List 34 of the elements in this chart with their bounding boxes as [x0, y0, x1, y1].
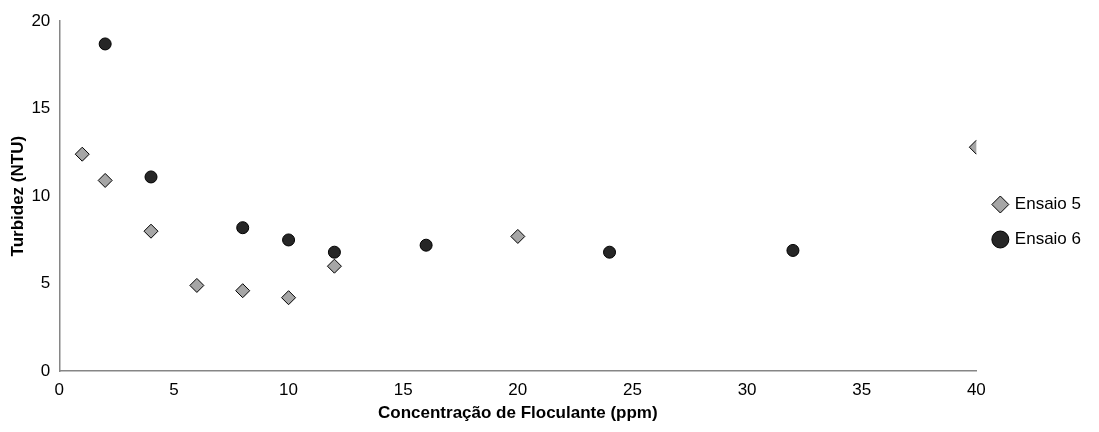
y-tick-label: 10 — [31, 185, 51, 205]
point — [786, 243, 800, 257]
point — [603, 245, 617, 259]
x-tick-label: 5 — [169, 380, 179, 400]
x-tick-label: 35 — [852, 380, 872, 400]
point — [98, 37, 112, 51]
point — [235, 283, 251, 299]
point — [74, 146, 90, 162]
point — [281, 290, 297, 306]
legend-label: Ensaio 5 — [1014, 194, 1082, 214]
point — [327, 245, 341, 259]
point — [282, 233, 296, 247]
legend-label: Ensaio 6 — [1014, 229, 1082, 249]
y-tick-label: 15 — [31, 98, 51, 118]
x-tick-label: 25 — [622, 380, 642, 400]
point — [144, 170, 158, 184]
y-axis-title: Turbidez (NTU) — [7, 135, 27, 257]
point — [510, 228, 526, 244]
point — [189, 277, 205, 293]
x-tick-label: 40 — [966, 380, 986, 400]
x-tick-label: 10 — [279, 380, 299, 400]
point — [236, 221, 250, 235]
x-axis-title: Concentração de Floculante (ppm) — [378, 403, 658, 423]
point — [97, 172, 113, 188]
x-tick-label: 15 — [393, 380, 413, 400]
y-tick-label: 5 — [40, 273, 51, 293]
y-tick-label: 20 — [31, 10, 51, 30]
x-tick-label: 20 — [508, 380, 528, 400]
x-tick-label: 30 — [737, 380, 757, 400]
y-tick-label: 0 — [40, 360, 51, 380]
point — [143, 223, 159, 239]
point — [419, 238, 433, 252]
x-tick-label: 0 — [54, 380, 65, 400]
point — [326, 258, 342, 274]
